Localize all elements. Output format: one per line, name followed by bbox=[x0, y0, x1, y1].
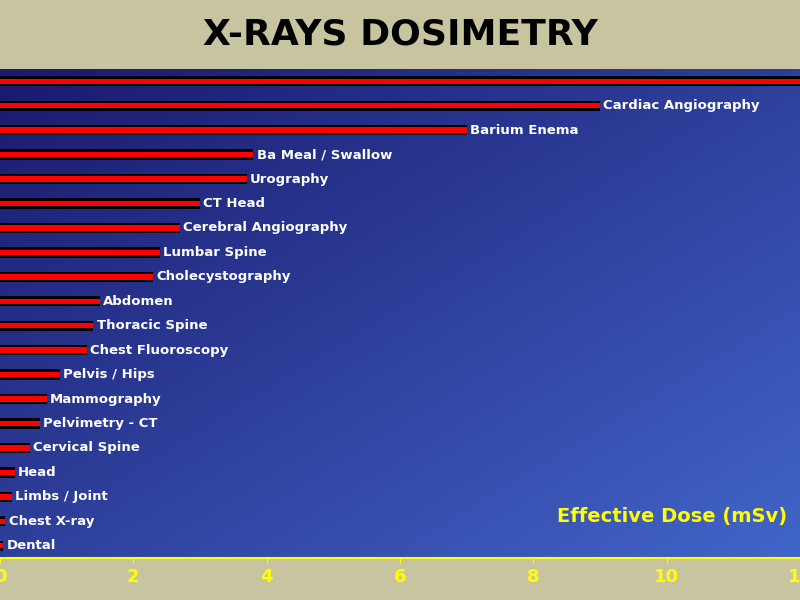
Text: Effective Dose (mSv): Effective Dose (mSv) bbox=[557, 507, 786, 526]
Bar bbox=[0, 76, 800, 86]
Bar bbox=[0, 418, 40, 428]
Bar bbox=[0, 541, 3, 551]
Text: Head: Head bbox=[18, 466, 57, 479]
Text: Cervical Spine: Cervical Spine bbox=[34, 442, 140, 454]
Text: Abdomen: Abdomen bbox=[103, 295, 174, 308]
Text: Thoracic Spine: Thoracic Spine bbox=[97, 319, 207, 332]
Bar bbox=[0, 397, 46, 402]
Text: Ba Meal / Swallow: Ba Meal / Swallow bbox=[257, 148, 392, 161]
Bar bbox=[0, 372, 60, 377]
Text: Lumbar Spine: Lumbar Spine bbox=[163, 246, 267, 259]
Bar bbox=[0, 370, 60, 380]
Bar bbox=[0, 323, 94, 328]
Bar bbox=[0, 199, 200, 209]
Bar bbox=[0, 201, 200, 206]
Text: Chest Fluoroscopy: Chest Fluoroscopy bbox=[90, 344, 228, 356]
Bar bbox=[0, 149, 254, 160]
Bar bbox=[0, 299, 100, 304]
Text: Cardiac Angiography: Cardiac Angiography bbox=[603, 99, 760, 112]
Bar bbox=[0, 250, 160, 255]
Bar bbox=[0, 79, 800, 84]
Bar bbox=[0, 518, 6, 524]
Bar bbox=[0, 103, 600, 109]
Bar bbox=[0, 470, 14, 475]
Bar bbox=[0, 176, 246, 182]
Bar bbox=[0, 274, 154, 280]
Bar bbox=[0, 296, 100, 307]
Bar bbox=[0, 127, 466, 133]
Text: Urography: Urography bbox=[250, 173, 330, 185]
Bar bbox=[0, 125, 466, 135]
Bar bbox=[0, 494, 12, 500]
Text: Barium Enema: Barium Enema bbox=[470, 124, 578, 137]
Bar bbox=[0, 152, 254, 157]
Bar bbox=[0, 443, 30, 453]
Text: CT Head: CT Head bbox=[203, 197, 266, 210]
Text: Pelvimetry - CT: Pelvimetry - CT bbox=[43, 417, 158, 430]
Bar bbox=[0, 445, 30, 451]
Text: X-RAYS DOSIMETRY: X-RAYS DOSIMETRY bbox=[202, 17, 598, 52]
Text: Cholecystography: Cholecystography bbox=[157, 271, 291, 283]
Text: Limbs / Joint: Limbs / Joint bbox=[15, 490, 108, 503]
Bar bbox=[0, 421, 40, 426]
Text: Cerebral Angiography: Cerebral Angiography bbox=[183, 221, 347, 235]
Bar bbox=[0, 543, 3, 548]
Bar bbox=[0, 467, 14, 478]
Text: Pelvis / Hips: Pelvis / Hips bbox=[63, 368, 155, 381]
Bar bbox=[0, 225, 180, 230]
Bar bbox=[0, 223, 180, 233]
Bar bbox=[0, 272, 154, 282]
Text: Mammography: Mammography bbox=[50, 392, 162, 406]
Bar bbox=[0, 394, 46, 404]
Bar bbox=[0, 320, 94, 331]
Bar bbox=[0, 516, 6, 526]
Bar bbox=[0, 345, 86, 355]
Text: Dental: Dental bbox=[6, 539, 56, 552]
Bar bbox=[0, 347, 86, 353]
Bar bbox=[0, 247, 160, 257]
Bar bbox=[0, 174, 246, 184]
Text: Chest X-ray: Chest X-ray bbox=[9, 515, 94, 528]
Bar bbox=[0, 492, 12, 502]
Bar bbox=[0, 101, 600, 111]
